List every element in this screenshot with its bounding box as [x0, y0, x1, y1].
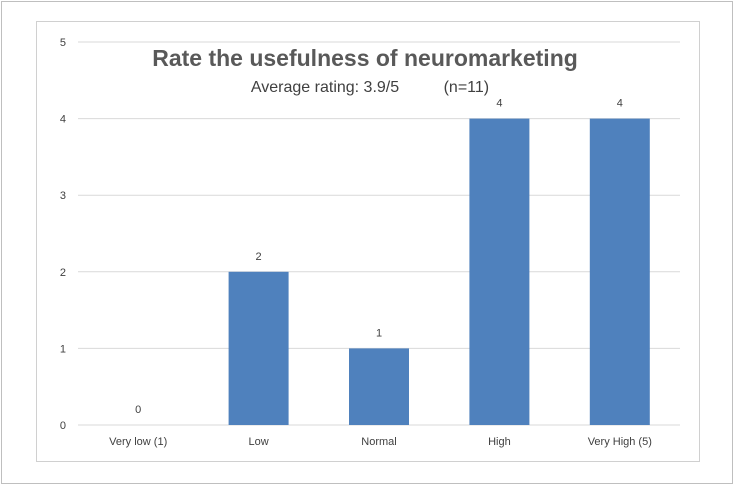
- bar: [589, 118, 650, 425]
- data-label: 2: [256, 251, 262, 263]
- chart-title: Rate the usefulness of neuromarketing: [152, 45, 578, 71]
- x-tick-label: High: [488, 436, 511, 448]
- bar: [349, 348, 409, 425]
- y-axis-ticks: 0 1 2 3 4 5: [60, 37, 66, 432]
- x-tick-label: Normal: [361, 436, 396, 448]
- x-tick-label: Very low (1): [109, 436, 167, 448]
- y-tick-label: 1: [60, 343, 66, 355]
- data-label: 4: [496, 98, 502, 110]
- x-tick-label: Low: [249, 436, 269, 448]
- y-tick-label: 2: [60, 267, 66, 279]
- bar: [469, 118, 530, 425]
- bar: [228, 271, 289, 425]
- bars: [228, 118, 650, 425]
- data-label: 0: [135, 404, 141, 416]
- y-tick-label: 4: [60, 114, 66, 126]
- y-tick-label: 0: [60, 420, 66, 432]
- data-labels: 0 2 1 4 4: [135, 98, 623, 416]
- x-tick-label: Very High (5): [588, 436, 652, 448]
- data-label: 4: [617, 98, 623, 110]
- data-label: 1: [376, 327, 382, 339]
- x-axis-ticks: Very low (1) Low Normal High Very High (5): [109, 436, 652, 448]
- y-tick-label: 3: [60, 190, 66, 202]
- y-tick-label: 5: [60, 37, 66, 49]
- chart-subtitle: Average rating: 3.9/5 (n=11): [251, 79, 489, 96]
